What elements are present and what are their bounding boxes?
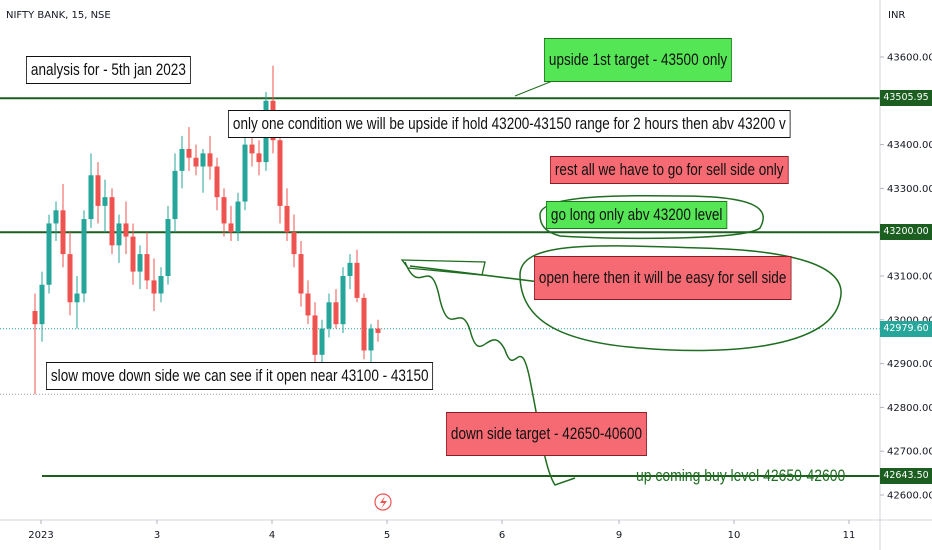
analysis-date-note: analysis for - 5th jan 2023 xyxy=(26,56,191,84)
symbol-header: NIFTY BANK, 15, NSE xyxy=(6,10,111,21)
price-tick-label: 43100.00 xyxy=(887,272,932,283)
price-tick-label: 42800.00 xyxy=(887,403,932,414)
candle-body xyxy=(165,219,171,276)
candle-body xyxy=(361,297,367,351)
candle-body xyxy=(200,153,206,167)
down-target-note: down side target - 42650-40600 xyxy=(446,412,647,456)
price-tick-label: 42900.00 xyxy=(887,359,932,370)
level-tag-43200: 43200.00 xyxy=(880,224,932,241)
candle-body xyxy=(144,254,150,281)
time-tick-label: 6 xyxy=(499,530,505,541)
candle-body xyxy=(214,166,220,198)
candle-body xyxy=(312,315,318,355)
currency-unit: INR xyxy=(888,10,906,21)
price-tick-label: 42700.00 xyxy=(887,447,932,458)
candle-body xyxy=(46,223,52,285)
candle-body xyxy=(242,144,248,202)
candle-body xyxy=(228,223,234,233)
time-tick-label: 2023 xyxy=(28,530,53,541)
time-axis[interactable]: 2023 3 4 5 6 9 10 11 xyxy=(0,519,932,541)
candle-body xyxy=(123,223,129,237)
price-tick-label: 43600.00 xyxy=(887,53,932,64)
candle-body xyxy=(298,254,304,294)
lightning-icon xyxy=(380,496,387,509)
candle-body xyxy=(95,175,101,206)
time-tick-label: 10 xyxy=(728,530,741,541)
candle-body xyxy=(249,144,255,154)
upside-pointer xyxy=(514,79,556,97)
candle-body xyxy=(172,170,178,220)
go-long-circle xyxy=(539,194,764,240)
candle-body xyxy=(291,232,297,255)
candle-body xyxy=(179,148,185,171)
last-price-tag: 42979.60 xyxy=(880,320,932,337)
candle-body xyxy=(235,201,241,233)
open-zone-outline xyxy=(400,259,486,276)
go-long-note: go long only abv 43200 level xyxy=(546,201,728,229)
candle-body xyxy=(102,197,108,206)
chart-markers xyxy=(374,493,392,511)
candle-body xyxy=(270,100,276,141)
candle-body xyxy=(130,236,136,272)
candle-body xyxy=(151,280,157,294)
candle-body xyxy=(305,293,311,316)
slow-move-note: slow move down side we can see if it ope… xyxy=(46,362,434,390)
candle-body xyxy=(221,197,227,224)
candle-body xyxy=(193,157,199,167)
sell-side-note: rest all we have to go for sell side onl… xyxy=(550,156,789,184)
candle-body xyxy=(284,205,290,233)
time-tick-label: 5 xyxy=(384,530,390,541)
candle-body xyxy=(53,210,59,224)
candle-body xyxy=(354,262,360,298)
candle-body xyxy=(256,153,262,163)
candle-body xyxy=(277,140,283,206)
candle-body xyxy=(368,328,374,351)
open-here-note: open here then it will be easy for sell … xyxy=(534,256,792,300)
candle-body xyxy=(340,276,346,325)
level-tag-43505: 43505.95 xyxy=(880,90,932,107)
time-tick-label: 9 xyxy=(616,530,622,541)
pointer-line xyxy=(409,265,541,283)
candle-body xyxy=(137,254,143,272)
price-tick-label: 42600.00 xyxy=(887,491,932,502)
candle-body xyxy=(263,100,269,163)
candle-body xyxy=(39,284,45,325)
level-tag-42643: 42643.50 xyxy=(880,467,932,484)
candle-body xyxy=(347,262,353,276)
forecast-path xyxy=(404,261,576,486)
candle-body xyxy=(207,153,213,167)
time-tick-label: 4 xyxy=(269,530,275,541)
candle-body xyxy=(67,254,73,303)
buy-level-note: up coming buy level 42650-42600 xyxy=(636,466,846,485)
candle-body xyxy=(74,293,80,303)
price-tick-label: 43400.00 xyxy=(887,140,932,151)
price-tick-label: 43300.00 xyxy=(887,184,932,195)
candle-body xyxy=(32,311,38,325)
open-here-circle xyxy=(519,245,842,352)
candle-body xyxy=(158,276,164,294)
candle-body xyxy=(60,210,66,255)
candle-body xyxy=(326,302,332,329)
candle-body xyxy=(186,148,192,158)
candle-body xyxy=(116,223,122,246)
candle-body xyxy=(319,328,325,355)
time-tick-label: 11 xyxy=(843,530,856,541)
candle-body xyxy=(88,175,94,220)
candle-body xyxy=(109,197,115,246)
forecast-drawing xyxy=(400,79,842,486)
candles xyxy=(32,65,381,395)
time-tick-label: 3 xyxy=(154,530,160,541)
candle-body xyxy=(333,302,339,325)
upside-target-note: upside 1st target - 43500 only xyxy=(544,38,733,82)
candle-body xyxy=(81,219,87,294)
candle-body xyxy=(375,328,381,333)
